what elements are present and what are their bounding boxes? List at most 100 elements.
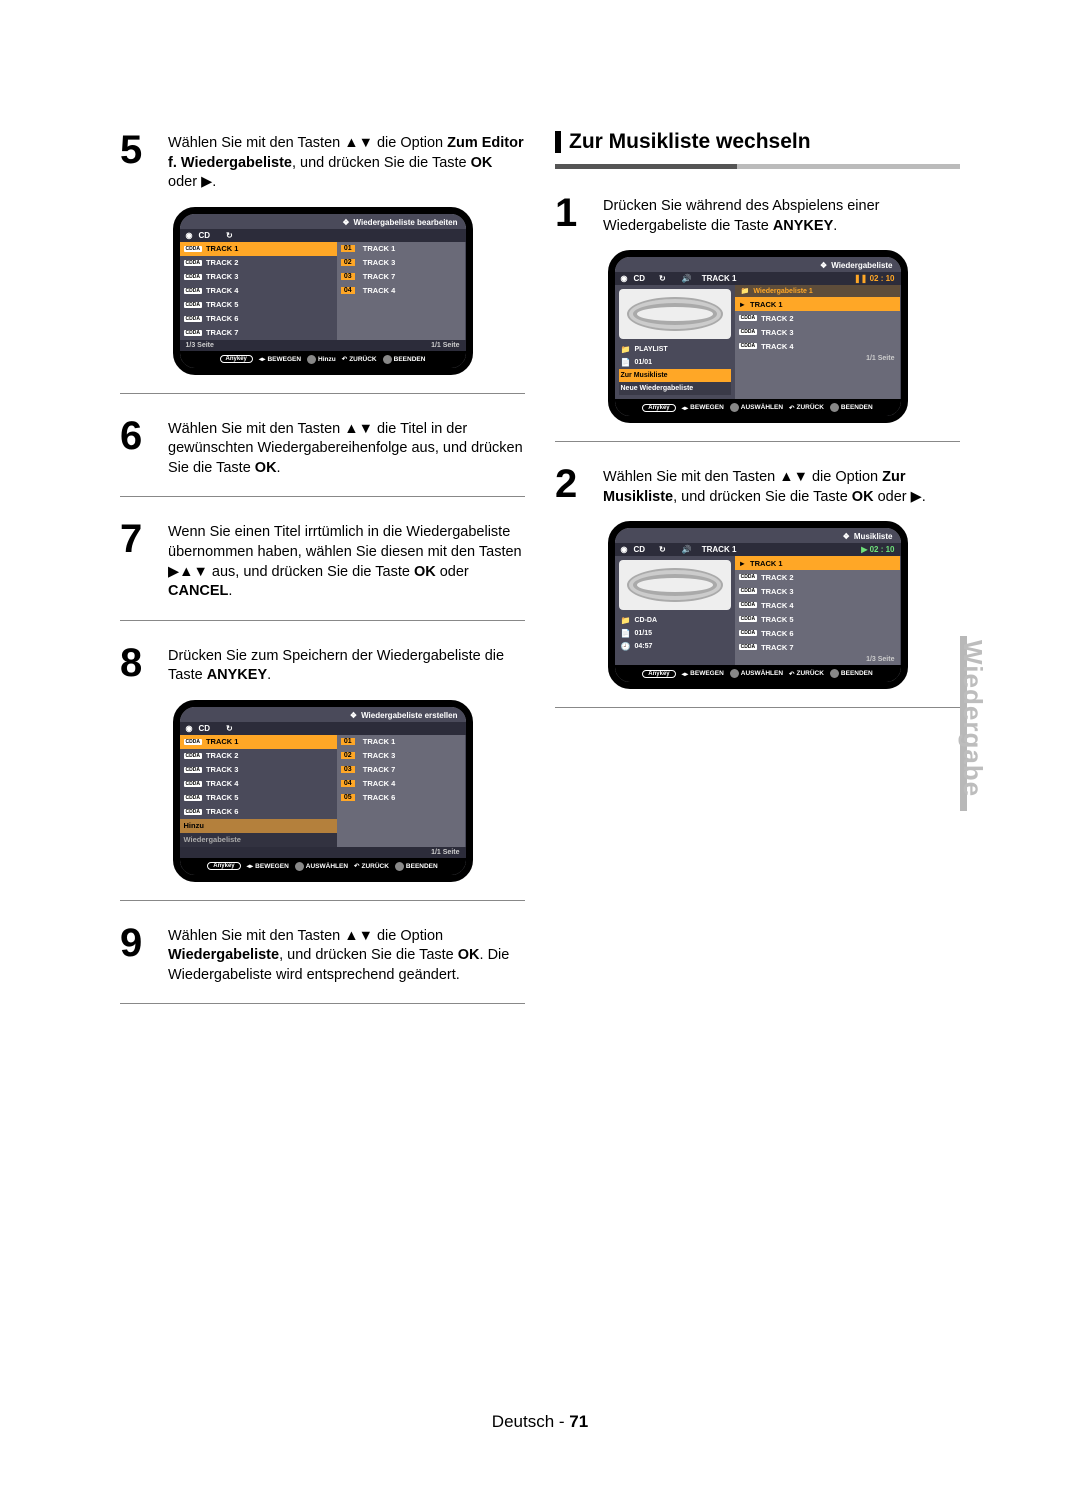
step-number: 5 xyxy=(120,130,158,170)
cdda-tag: CDDA xyxy=(739,329,757,335)
track-name: TRACK 3 xyxy=(206,765,239,774)
disc-icon: ◉ xyxy=(621,545,628,554)
track-row: CDDA TRACK 2 xyxy=(180,256,337,270)
track-name: TRACK 1 xyxy=(750,300,783,309)
cdda-tag: CDDA xyxy=(739,644,757,650)
track-name: TRACK 2 xyxy=(206,258,239,267)
track-row: CDDATRACK 5 xyxy=(180,298,337,312)
cdda-tag: CDDA xyxy=(739,630,757,636)
track-name: TRACK 6 xyxy=(761,629,794,638)
track-row: CDDA TRACK 6 xyxy=(735,626,901,640)
anykey-button: Anykey xyxy=(220,355,253,363)
help-bar: Anykey ◂▸BEWEGEN AUSWÄHLEN ↶ZURÜCK BEEND… xyxy=(180,858,466,875)
track-index: 04 xyxy=(341,287,355,294)
cdda-tag: CDDA xyxy=(184,302,202,308)
disc-icon: ◉ xyxy=(186,724,193,733)
track-name: TRACK 2 xyxy=(206,751,239,760)
track-index: 02 xyxy=(341,752,355,759)
track-index: 01 xyxy=(341,738,355,745)
track-row: CDDA TRACK 4 xyxy=(180,284,337,298)
folder-icon: 📁 xyxy=(741,287,750,295)
menu-item-hinzu: Hinzu xyxy=(180,819,337,833)
playlist-row: 02TRACK 3 xyxy=(337,749,466,763)
track-index: 05 xyxy=(341,794,355,801)
side-info-row: 🕘04:57 xyxy=(619,640,731,653)
repeat-icon: ↻ xyxy=(226,724,233,733)
help-bar: Anykey ◂▸BEWEGEN Hinzu ↶ZURÜCK BEENDEN xyxy=(180,351,466,368)
track-name: TRACK 4 xyxy=(363,779,396,788)
track-row: CDDA TRACK 6 xyxy=(180,312,337,326)
side-icon: 📄 xyxy=(621,358,631,367)
cdda-tag: CDDA xyxy=(184,288,202,294)
track-name: TRACK 4 xyxy=(761,601,794,610)
cdda-tag: CDDA xyxy=(739,343,757,349)
track-row: CDDATRACK 3 xyxy=(180,270,337,284)
device-screenshot-musiclist: ❖Musikliste ◉CD ↻ 🔊 TRACK 1 ▶ 02 : 10 📁C… xyxy=(608,521,908,689)
track-row: CDDATRACK 5 xyxy=(735,612,901,626)
side-tab-label: Wiedergabe xyxy=(957,640,988,797)
divider xyxy=(555,441,960,442)
track-row: CDDATRACK 4 xyxy=(735,598,901,612)
album-art-icon xyxy=(619,560,731,610)
track-name: TRACK 7 xyxy=(206,328,239,337)
speaker-icon: 🔊 xyxy=(682,545,692,554)
track-row: CDDATRACK 4 xyxy=(180,777,337,791)
diamond-icon: ❖ xyxy=(342,218,349,227)
track-name: TRACK 6 xyxy=(206,807,239,816)
track-row: CDDATRACK 2 xyxy=(735,570,901,584)
cdda-tag: CDDA xyxy=(739,588,757,594)
right-column: Zur Musikliste wechseln 1 Drücken Sie wä… xyxy=(555,130,960,1026)
track-name: TRACK 1 xyxy=(750,559,783,568)
section-heading: Zur Musikliste wechseln xyxy=(555,130,960,154)
diamond-icon: ❖ xyxy=(350,711,357,720)
back-icon: ↶ xyxy=(342,355,347,363)
track-name: TRACK 5 xyxy=(761,615,794,624)
divider xyxy=(120,496,525,497)
playlist-row: 03TRACK 7 xyxy=(337,763,466,777)
cdda-tag: CDDA xyxy=(184,809,202,815)
side-info-row: 📁PLAYLIST xyxy=(619,343,731,356)
cdda-tag: CDDA xyxy=(184,246,202,252)
exit-icon xyxy=(383,355,392,364)
cdda-tag: CDDA xyxy=(184,316,202,322)
playlist-row: 01TRACK 1 xyxy=(337,735,466,749)
cdda-tag: CDDA xyxy=(184,260,202,266)
track-index: 04 xyxy=(341,780,355,787)
playlist-row: 02TRACK 3 xyxy=(337,256,466,270)
side-icon: 📁 xyxy=(621,616,631,625)
track-row: CDDA TRACK 6 xyxy=(180,805,337,819)
playlist-row: 04 TRACK 4 xyxy=(337,284,466,298)
track-name: TRACK 3 xyxy=(761,587,794,596)
heading-underline xyxy=(555,164,960,169)
track-index: 01 xyxy=(341,245,355,252)
track-row: CDDA TRACK 1 xyxy=(180,242,337,256)
side-icon: 📁 xyxy=(621,345,631,354)
step-5: 5 Wählen Sie mit den Tasten ▲▼ die Optio… xyxy=(120,130,525,193)
track-name: TRACK 4 xyxy=(206,286,239,295)
cdda-tag: CDDA xyxy=(184,739,202,745)
track-index: 03 xyxy=(341,766,355,773)
track-index: 03 xyxy=(341,273,355,280)
track-name: TRACK 1 xyxy=(363,244,396,253)
divider xyxy=(120,1003,525,1004)
track-row: CDDATRACK 7 xyxy=(180,326,337,340)
arrows-icon: ◂▸ xyxy=(259,355,266,363)
track-name: TRACK 1 xyxy=(206,244,239,253)
playlist-track-list: 01TRACK 102TRACK 303TRACK 704TRACK 4 xyxy=(337,242,466,340)
track-row: CDDATRACK 3 xyxy=(180,763,337,777)
side-panel: 📁PLAYLIST📄01/01Zur MusiklisteNeue Wieder… xyxy=(615,285,735,399)
divider xyxy=(120,393,525,394)
cdda-tag: CDDA xyxy=(184,274,202,280)
track-name: TRACK 4 xyxy=(363,286,396,295)
track-row: CDDATRACK 2 xyxy=(735,311,901,325)
track-row: CDDATRACK 3 xyxy=(735,325,901,339)
play-icon: ► xyxy=(739,300,746,309)
track-name: TRACK 6 xyxy=(206,314,239,323)
repeat-icon: ↻ xyxy=(659,274,666,283)
track-name: TRACK 4 xyxy=(761,342,794,351)
side-panel: 📁CD-DA📄01/15🕘04:57 xyxy=(615,556,735,665)
device-screenshot-create-playlist: ❖Wiedergabeliste erstellen ◉CD↻ CDDATRAC… xyxy=(173,700,473,882)
track-name: TRACK 3 xyxy=(363,258,396,267)
divider xyxy=(555,707,960,708)
track-row: CDDA TRACK 3 xyxy=(735,584,901,598)
